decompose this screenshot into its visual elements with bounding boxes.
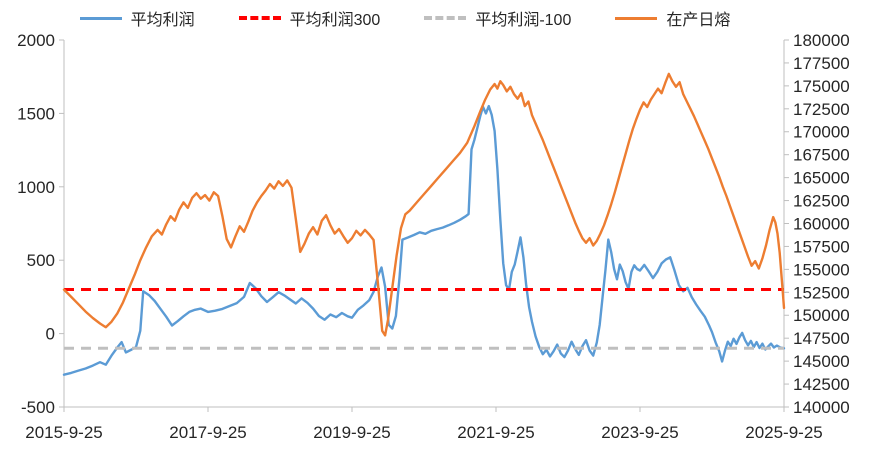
legend-swatch-avg-profit-minus-100-line: [424, 16, 467, 20]
right-axis-tick-label: 142500: [793, 375, 850, 394]
right-axis-tick-label: 145000: [793, 352, 850, 371]
right-axis-tick-label: 180000: [793, 31, 850, 50]
right-axis-tick-label: 155000: [793, 260, 850, 279]
left-axis-tick-label: 500: [27, 251, 55, 270]
x-axis-tick-label: 2017-9-25: [169, 423, 247, 442]
legend-item-avg-profit-minus-100: 平均利润-100: [424, 6, 571, 30]
legend-swatch-daily-melting-line: [615, 16, 658, 20]
right-axis-tick-label: 162500: [793, 192, 850, 211]
x-axis-tick-label: 2019-9-25: [313, 423, 391, 442]
legend-label-daily-melting: 在产日熔: [666, 12, 731, 29]
series-line-在产日熔: [62, 72, 786, 337]
right-axis-tick-label: 167500: [793, 146, 850, 165]
right-axis-tick-label: 175000: [793, 77, 850, 96]
chart-legend: 平均利润 平均利润300 平均利润-100 在产日熔: [30, 6, 780, 30]
legend-swatch-avg-profit-300-line: [238, 16, 281, 20]
right-axis-tick-label: 160000: [793, 214, 850, 233]
right-axis-tick-label: 172500: [793, 100, 850, 119]
legend-item-avg-profit-300: 平均利润300: [238, 6, 381, 30]
right-axis-tick-label: 147500: [793, 329, 850, 348]
legend-item-avg-profit: 平均利润: [79, 6, 195, 30]
right-axis-tick-label: 157500: [793, 237, 850, 256]
legend-label-avg-profit-minus-100: 平均利润-100: [475, 12, 572, 29]
right-axis-tick-label: 165000: [793, 169, 850, 188]
right-axis-tick-label: 170000: [793, 123, 850, 142]
legend-item-daily-melting: 在产日熔: [615, 6, 730, 30]
right-axis-tick-label: 152500: [793, 283, 850, 302]
left-axis-tick-label: 0: [46, 325, 55, 344]
left-axis-tick-label: 2000: [17, 31, 55, 50]
legend-label-avg-profit: 平均利润: [130, 12, 195, 29]
x-axis-tick-label: 2025-9-25: [745, 423, 823, 442]
left-axis-tick-label: 1500: [17, 104, 55, 123]
right-axis-tick-label: 140000: [793, 398, 850, 417]
x-axis-tick-label: 2021-9-25: [457, 423, 535, 442]
left-axis-tick-label: -500: [21, 398, 55, 417]
right-axis-tick-label: 150000: [793, 306, 850, 325]
right-axis-tick-label: 177500: [793, 54, 850, 73]
legend-label-avg-profit-300: 平均利润300: [289, 12, 381, 29]
x-axis-tick-label: 2023-9-25: [601, 423, 679, 442]
left-axis-tick-label: 1000: [17, 178, 55, 197]
legend-swatch-avg-profit-line: [79, 16, 122, 20]
x-axis-tick-label: 2015-9-25: [25, 423, 103, 442]
series-line-平均利润: [62, 104, 786, 376]
